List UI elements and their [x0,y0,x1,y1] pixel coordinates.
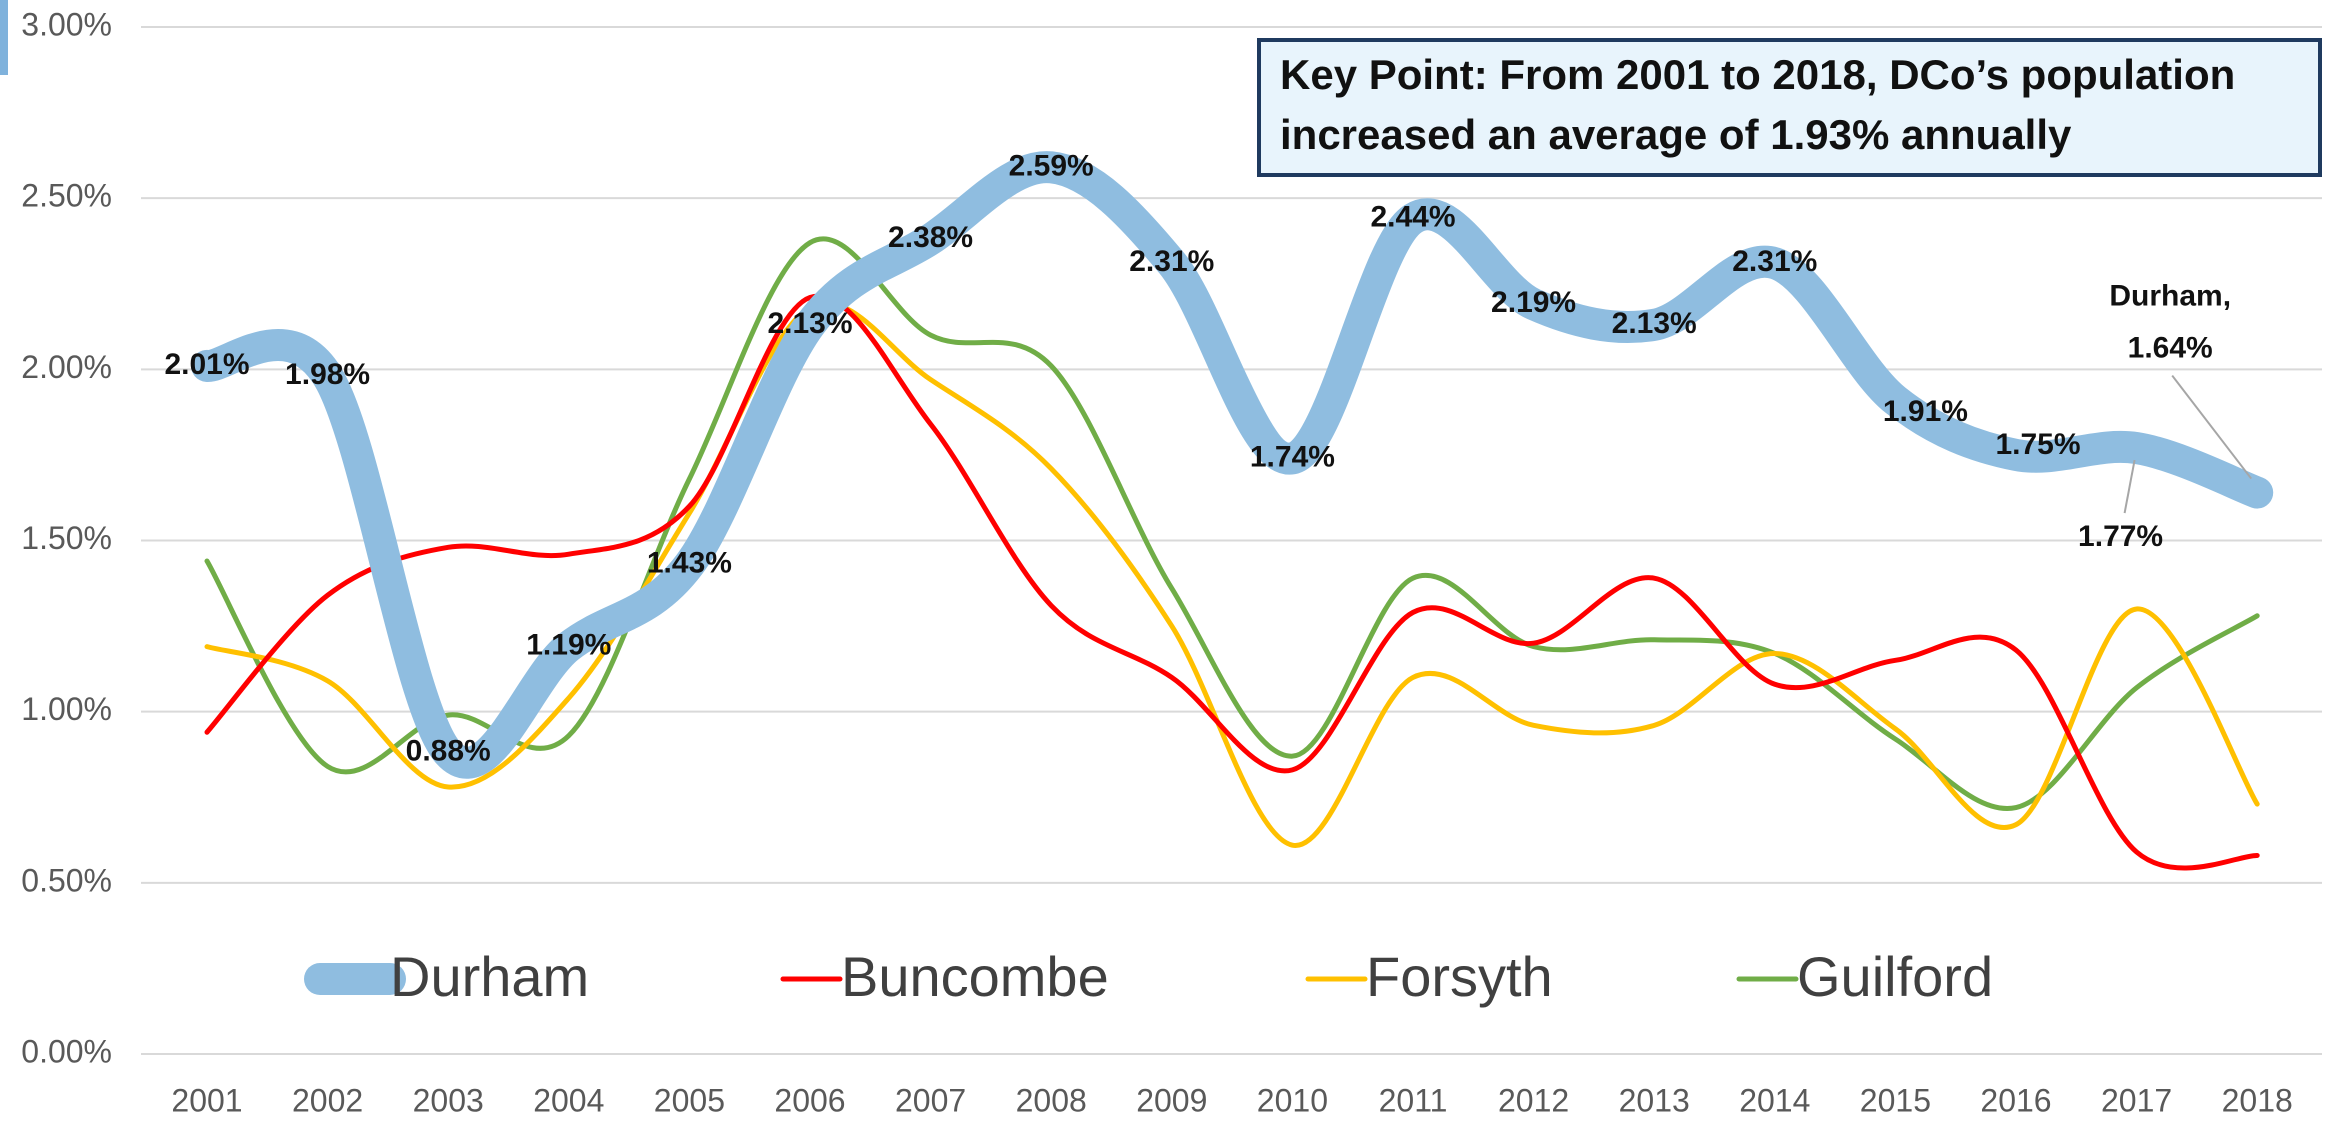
key-text: Key Point: From 2001 to 2018, DCo’s popu… [1280,51,2235,98]
data-label: 1.43% [647,546,732,579]
data-label: 2.59% [1009,149,1094,182]
x-tick-label: 2001 [171,1082,242,1118]
grid: 0.00% 0.50% 1.00% 1.50% 2.00% 2.50% 3.00% 2001 2… [21,6,2322,1118]
series-line [191,151,2274,779]
data-label: 1.98% [285,358,370,391]
data-label: 1.19% [526,629,611,662]
x-tick-label: 2006 [774,1082,845,1118]
legend-label: Guilford [1797,945,1993,1008]
data-label: 1.75% [1995,428,2080,461]
data-label: 1.77% [2078,520,2163,553]
x-tick-label: 2008 [1016,1082,1087,1118]
labels: 2.01% 1.98% 0.88% 1.19% 1.43% 2.13% 2.38% 2.59%… [164,149,2252,1008]
y-tick-label: 0.50% [21,862,112,898]
x-tick-label: 2017 [2101,1082,2172,1118]
x-tick-label: 2015 [1860,1082,1931,1118]
data-label: 2.01% [164,348,249,381]
x-tick-label: 2002 [292,1082,363,1118]
x-tick-label: 2005 [654,1082,725,1118]
data-label: 1.74% [1250,440,1335,473]
legend-label: Buncombe [841,945,1109,1008]
x-tick-label: 2007 [895,1082,966,1118]
annotation: Durham, [2109,279,2231,312]
x-tick-label: 2016 [1980,1082,2051,1118]
key-box [1257,38,2322,177]
data-label: 0.88% [406,735,491,768]
data-label: 2.38% [888,221,973,254]
data-label: 2.13% [767,307,852,340]
x-tick-label: 2013 [1619,1082,1690,1118]
x-tick-label: 2003 [413,1082,484,1118]
series-line [204,300,2260,848]
y-tick-label: 0.00% [21,1033,112,1069]
data-label: 2.31% [1129,245,1214,278]
y-tick-label: 2.00% [21,349,112,385]
leader-line [2123,459,2136,514]
data-label: 1.64% [2128,331,2213,364]
series-line [204,236,2260,811]
data-label: 2.31% [1732,245,1817,278]
legend-label: Durham [390,945,589,1008]
data-label: 2.19% [1491,286,1576,319]
x-tick-label: 2010 [1257,1082,1328,1118]
y-tick-label: 1.00% [21,691,112,727]
x-tick-label: 2014 [1739,1082,1810,1118]
data-label: 2.44% [1370,201,1455,234]
data-label: 2.13% [1612,307,1697,340]
series-line [204,293,2260,871]
x-tick-label: 2018 [2222,1082,2293,1118]
x-tick-label: 2004 [533,1082,604,1118]
x-tick-label: 2009 [1136,1082,1207,1118]
x-tick-label: 2011 [1379,1082,1448,1118]
leader-line [2171,374,2252,480]
legend-label: Forsyth [1366,945,1553,1008]
y-tick-label: 1.50% [21,520,112,556]
edge-bar [0,0,8,75]
x-tick-label: 2012 [1498,1082,1569,1118]
data-label: 1.91% [1883,395,1968,428]
lines [191,151,2274,871]
y-tick-label: 2.50% [21,178,112,214]
y-tick-label: 3.00% [21,6,112,42]
key-text: increased an average of 1.93% annually [1280,111,2072,158]
